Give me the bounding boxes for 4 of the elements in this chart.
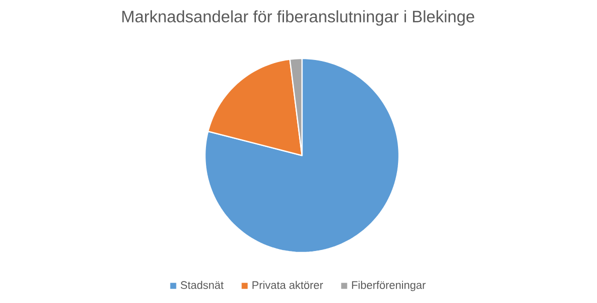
legend-label: Stadsnät xyxy=(180,280,224,289)
legend-label: Fiberföreningar xyxy=(352,280,426,292)
chart-title: Marknadsandelar för fiberanslutningar i Blekinge xyxy=(122,10,474,26)
legend-label: Privata aktörer xyxy=(252,280,323,289)
